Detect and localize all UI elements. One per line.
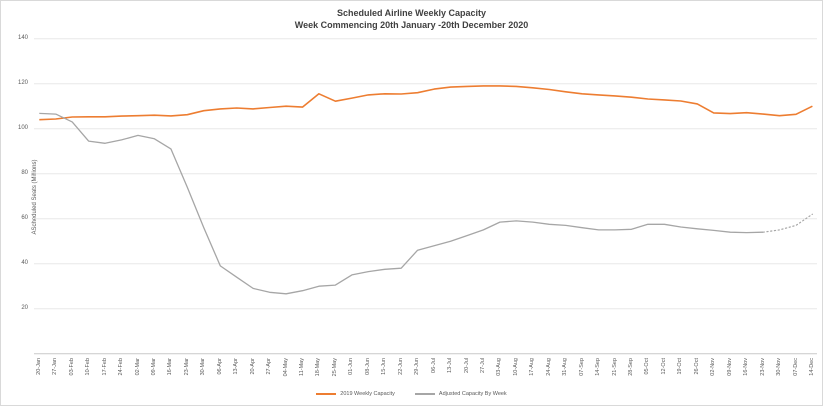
x-tick-label: 20-Jan bbox=[35, 358, 42, 375]
x-tick-label: 13-Apr bbox=[233, 358, 240, 375]
x-tick-label: 09-Mar bbox=[150, 358, 157, 376]
x-tick-label: 19-Oct bbox=[677, 358, 684, 375]
legend-label: Adjusted Capacity By Week bbox=[438, 391, 507, 397]
y-tick-label: 40 bbox=[21, 260, 28, 267]
x-tick-label: 20-Jul bbox=[463, 358, 470, 373]
y-tick-label: 120 bbox=[17, 80, 28, 87]
y-tick-label: 100 bbox=[17, 125, 28, 132]
x-tick-label: 07-Sep bbox=[578, 358, 585, 376]
x-tick-label: 23-Nov bbox=[759, 358, 766, 376]
y-tick-label: 60 bbox=[21, 215, 28, 222]
x-tick-label: 22-Jun bbox=[397, 358, 404, 375]
y-tick-label: 20 bbox=[21, 305, 28, 312]
x-tick-label: 27-Jan bbox=[52, 358, 59, 375]
x-tick-label: 15-Jun bbox=[381, 358, 388, 375]
y-tick-label: 140 bbox=[17, 35, 28, 42]
x-tick-label: 17-Aug bbox=[529, 358, 536, 376]
x-tick-label: 16-Nov bbox=[743, 358, 750, 376]
x-tick-label: 01-Jun bbox=[348, 358, 355, 375]
x-tick-label: 08-Jun bbox=[364, 358, 371, 375]
x-tick-label: 10-Feb bbox=[85, 358, 92, 376]
x-tick-label: 14-Sep bbox=[595, 358, 602, 376]
x-tick-label: 02-Nov bbox=[710, 358, 717, 376]
x-tick-label: 31-Aug bbox=[562, 358, 569, 376]
x-tick-label: 03-Feb bbox=[68, 358, 75, 376]
x-tick-label: 11-May bbox=[299, 358, 305, 376]
x-tick-label: 05-Oct bbox=[644, 358, 651, 375]
x-tick-label: 21-Sep bbox=[611, 358, 618, 376]
legend: 2019 Weekly Capacity Adjusted Capacity By… bbox=[1, 391, 822, 397]
x-tick-label: 29-Jun bbox=[414, 358, 421, 375]
x-tick-label: 24-Aug bbox=[545, 358, 552, 376]
series-line-1-solid bbox=[39, 112, 764, 295]
x-tick-label: 27-Apr bbox=[266, 358, 273, 375]
chart-title-line1: Scheduled Airline Weekly Capacity bbox=[336, 8, 487, 18]
x-tick-label: 27-Jul bbox=[479, 358, 486, 373]
chart-title: Scheduled Airline Weekly Capacity Week C… bbox=[1, 7, 822, 31]
x-tick-label: 24-Feb bbox=[118, 358, 125, 376]
x-tick-label: 12-Oct bbox=[660, 358, 667, 375]
x-tick-label: 28-Sep bbox=[628, 358, 634, 376]
x-tick-label: 10-Aug bbox=[512, 358, 519, 376]
x-tick-label: 09-Nov bbox=[726, 358, 733, 376]
x-tick-label: 23-Mar bbox=[183, 358, 190, 376]
x-tick-label: 07-Dec bbox=[792, 358, 799, 376]
x-tick-label: 26-Oct bbox=[693, 358, 700, 375]
y-tick-label: 80 bbox=[21, 170, 28, 177]
series-line-0 bbox=[39, 85, 813, 121]
x-tick-label: 18-May bbox=[315, 358, 322, 377]
x-tick-label: 30-Mar bbox=[200, 358, 207, 376]
x-tick-label: 30-Nov bbox=[776, 358, 783, 376]
series-line-1-dotted bbox=[762, 213, 813, 233]
legend-line-swatch bbox=[316, 393, 337, 395]
x-tick-label: 13-Jul bbox=[447, 358, 454, 373]
x-tick-label: 04-May bbox=[282, 358, 289, 377]
x-tick-label: 14-Dec bbox=[808, 358, 815, 376]
x-tick-label: 17-Feb bbox=[101, 358, 108, 376]
legend-label: 2019 Weekly Capacity bbox=[340, 391, 395, 397]
legend-item-1: Adjusted Capacity By Week bbox=[414, 391, 507, 397]
legend-item-0: 2019 Weekly Capacity bbox=[316, 391, 395, 397]
x-tick-label: 06-Jul bbox=[430, 358, 437, 373]
x-tick-label: 02-Mar bbox=[134, 358, 141, 376]
x-tick-label: 16-Mar bbox=[167, 358, 174, 376]
x-tick-label: 06-Apr bbox=[216, 358, 223, 375]
chart-title-line2: Week Commencing 20th January -20th Decem… bbox=[294, 20, 529, 30]
x-tick-label: 03-Aug bbox=[496, 358, 503, 376]
legend-line-swatch bbox=[414, 393, 435, 395]
x-tick-label: 20-Apr bbox=[249, 358, 256, 375]
x-tick-label: 25-May bbox=[331, 358, 338, 377]
